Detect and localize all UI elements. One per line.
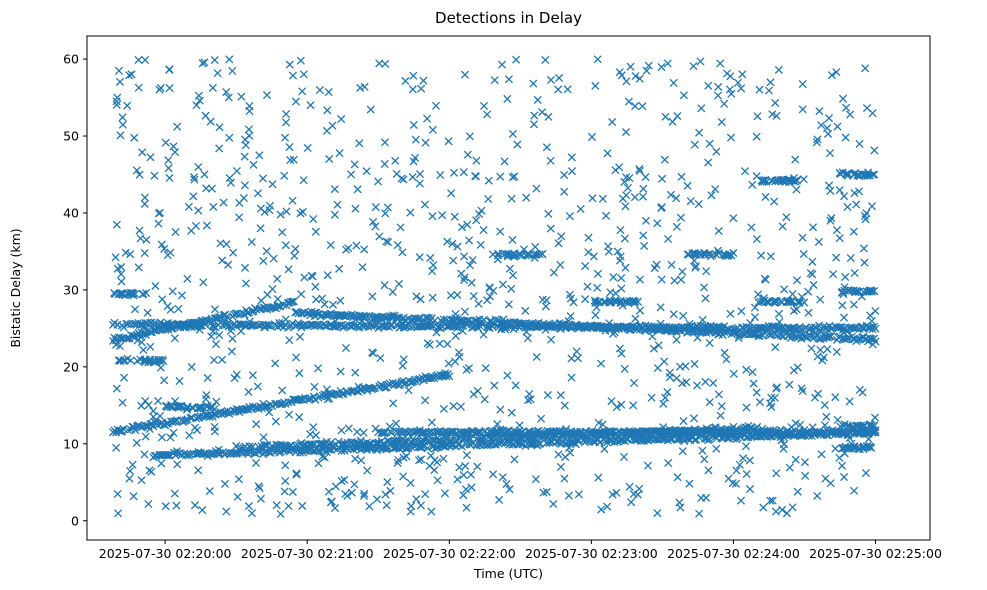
data-point <box>164 451 173 460</box>
data-point <box>284 398 293 407</box>
data-point <box>439 315 448 324</box>
data-point <box>338 389 347 399</box>
y-axis-label: Bistatic Delay (km) <box>8 228 23 347</box>
y-tick-label: 20 <box>63 359 79 374</box>
y-tick-label: 30 <box>63 282 79 297</box>
data-point <box>141 421 150 430</box>
chart-title: Detections in Delay <box>435 9 582 27</box>
data-point <box>165 451 174 460</box>
data-point <box>162 419 171 428</box>
data-point <box>241 404 250 414</box>
data-point <box>479 315 488 324</box>
data-point <box>690 435 699 445</box>
data-point <box>423 444 432 453</box>
data-point <box>457 442 466 451</box>
y-tick-label: 60 <box>63 52 79 67</box>
data-point <box>232 441 241 451</box>
data-point <box>296 395 305 404</box>
y-axis: 0 10 20 30 40 50 60 <box>63 52 87 528</box>
data-point <box>370 383 379 392</box>
data-point <box>340 312 349 321</box>
y-tick-label: 50 <box>63 129 79 144</box>
x-axis-label: Time (UTC) <box>473 566 543 581</box>
x-tick-label: 2025-07-30 02:24:00 <box>667 546 800 561</box>
data-point <box>288 297 297 306</box>
x-tick-label: 2025-07-30 02:23:00 <box>525 546 658 561</box>
data-point <box>169 417 179 426</box>
data-point <box>445 372 454 381</box>
data-point <box>595 438 604 447</box>
data-point <box>116 334 125 343</box>
data-point <box>172 449 182 458</box>
data-point <box>826 332 836 341</box>
x-tick-label: 2025-07-30 02:21:00 <box>241 546 374 561</box>
data-point <box>215 312 224 321</box>
data-point <box>114 426 124 435</box>
data-point <box>286 297 295 306</box>
data-point <box>273 302 282 311</box>
data-point <box>315 392 324 401</box>
data-point <box>497 438 506 447</box>
data-point <box>534 439 543 449</box>
y-tick-label: 40 <box>63 205 79 220</box>
data-point <box>162 450 171 460</box>
data-point <box>415 314 425 323</box>
data-point <box>567 438 576 447</box>
x-tick-label: 2025-07-30 02:20:00 <box>99 546 232 561</box>
data-point <box>275 399 284 409</box>
y-tick-label: 0 <box>71 513 79 528</box>
x-tick-label: 2025-07-30 02:22:00 <box>383 546 516 561</box>
markers-layer <box>108 55 880 519</box>
x-axis: 2025-07-30 02:20:00 2025-07-30 02:21:00 20… <box>99 540 942 561</box>
data-point <box>123 425 132 435</box>
data-point <box>289 297 298 306</box>
data-point <box>305 394 314 403</box>
y-tick-label: 10 <box>63 436 79 451</box>
x-tick-label: 2025-07-30 02:25:00 <box>809 546 942 561</box>
data-point <box>313 446 322 455</box>
data-point <box>122 334 131 343</box>
data-point <box>825 332 834 341</box>
